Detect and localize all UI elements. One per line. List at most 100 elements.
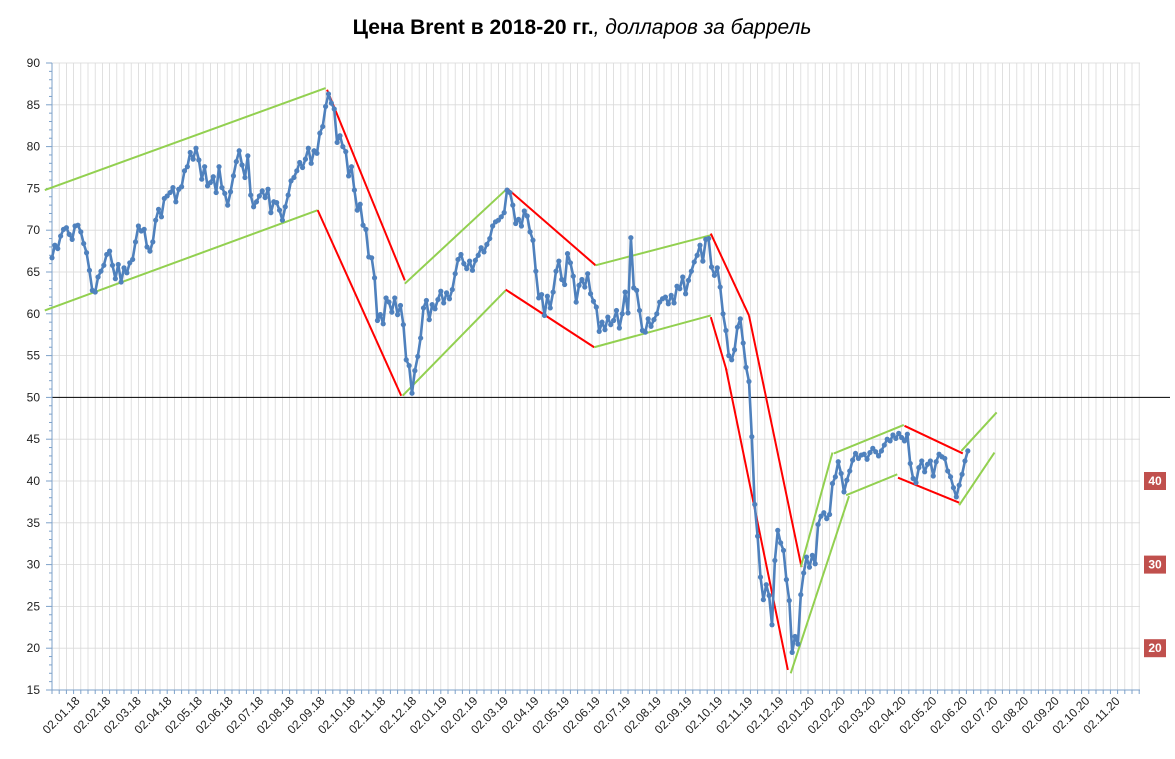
data-point: [328, 100, 334, 106]
data-point: [83, 250, 90, 256]
data-point: [371, 275, 378, 281]
price-badge-label: 30: [1148, 558, 1162, 572]
data-point: [827, 511, 833, 518]
y-tick-label: 30: [27, 558, 41, 572]
data-point: [683, 291, 689, 297]
data-point: [389, 309, 395, 315]
data-point: [438, 288, 444, 294]
data-point: [320, 123, 326, 130]
data-point: [945, 468, 951, 474]
data-point: [821, 510, 827, 516]
data-point: [305, 145, 311, 151]
data-point: [947, 474, 954, 480]
trend-line-up: [44, 87, 326, 192]
data-point: [956, 482, 962, 488]
y-tick-label: 25: [27, 599, 41, 613]
data-point: [308, 160, 314, 166]
data-point: [714, 265, 720, 271]
data-point: [852, 450, 859, 457]
data-point: [556, 258, 562, 264]
data-point: [562, 281, 568, 288]
data-point: [242, 174, 248, 181]
data-point: [334, 139, 340, 146]
data-point: [803, 554, 810, 560]
data-point: [467, 258, 473, 264]
data-point: [202, 164, 208, 170]
price-badge: [1144, 555, 1166, 574]
data-point: [184, 164, 190, 170]
data-point: [875, 453, 882, 459]
y-tick-label: 20: [27, 641, 41, 655]
data-point: [665, 301, 671, 307]
data-point: [351, 187, 357, 193]
data-point: [861, 451, 867, 457]
data-point: [412, 368, 418, 374]
data-point: [711, 272, 718, 278]
price-badge-label: 40: [1148, 474, 1162, 488]
data-point: [708, 264, 715, 270]
data-point: [66, 231, 72, 237]
data-point: [132, 239, 139, 245]
data-point: [446, 296, 453, 302]
data-point: [317, 130, 323, 136]
data-point: [559, 276, 565, 283]
chart-title-main: Цена Brent в 2018-20 гг.: [353, 16, 594, 39]
data-point: [268, 210, 274, 216]
data-point: [662, 294, 669, 300]
data-point: [783, 577, 790, 583]
trend-line-up: [799, 452, 834, 568]
data-point: [611, 317, 617, 324]
x-axis-ticks: 02.01.1802.02.1802.03.1802.04.1802.05.18…: [40, 693, 1123, 736]
data-point: [720, 311, 726, 317]
data-point: [896, 430, 902, 436]
data-point: [55, 245, 61, 252]
data-point: [515, 216, 522, 222]
data-point: [521, 208, 527, 214]
grid-lines: [51, 62, 1140, 691]
data-point: [58, 233, 64, 239]
data-point: [798, 592, 804, 598]
data-point: [369, 255, 375, 261]
data-point: [697, 242, 703, 248]
data-point: [435, 296, 441, 303]
data-point: [69, 236, 75, 242]
data-point: [867, 449, 873, 456]
data-point: [363, 226, 369, 232]
data-point: [619, 311, 625, 317]
data-point: [778, 540, 784, 546]
data-point: [634, 287, 640, 293]
y-tick-label: 80: [27, 140, 41, 154]
price-badges: 40 30 20: [1144, 472, 1166, 658]
data-point: [299, 164, 306, 171]
data-point: [501, 210, 507, 216]
data-point: [325, 91, 332, 97]
data-point: [227, 189, 234, 195]
y-tick-label: 70: [27, 223, 41, 237]
data-point: [81, 240, 87, 247]
trend-line-up: [595, 234, 712, 267]
data-point: [233, 159, 239, 165]
data-point: [564, 251, 571, 257]
data-point: [757, 574, 764, 580]
trend-line-up: [593, 314, 712, 349]
data-point: [550, 289, 556, 295]
data-point: [377, 312, 383, 318]
data-point: [616, 325, 622, 331]
data-point: [688, 268, 694, 274]
data-point: [587, 291, 594, 297]
data-point: [913, 480, 919, 486]
data-point: [959, 471, 965, 477]
data-point: [901, 438, 908, 444]
data-point: [832, 474, 838, 480]
data-point: [809, 552, 815, 559]
data-point: [651, 317, 657, 323]
data-point: [187, 149, 193, 156]
data-point: [112, 276, 118, 282]
trend-line-down: [505, 288, 595, 349]
trend-line-up: [44, 209, 319, 312]
data-point: [403, 357, 409, 363]
data-point: [144, 244, 150, 250]
data-point: [648, 323, 654, 329]
data-point: [420, 305, 427, 311]
data-point: [230, 173, 237, 179]
